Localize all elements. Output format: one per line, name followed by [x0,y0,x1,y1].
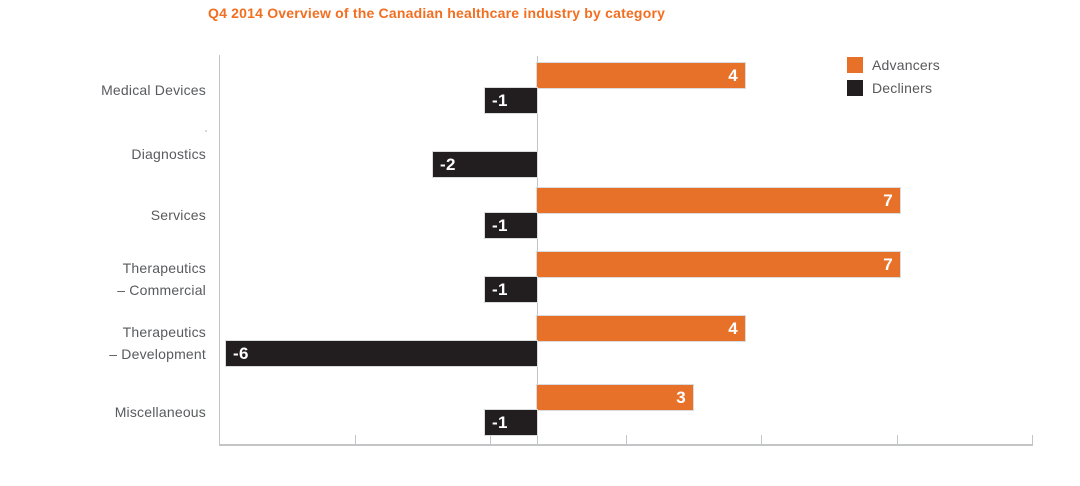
bar-value-label: -1 [492,91,508,110]
decliners-bar: -1 [485,88,537,113]
bar-value-label: -2 [440,155,456,174]
bar-value-label: -1 [492,216,508,235]
category-label: Medical Devices [101,82,206,98]
bar-value-label: 3 [676,388,686,407]
decliners-bar: -1 [485,410,537,435]
category-label: Miscellaneous [114,404,206,420]
decliners-bar: -1 [485,213,537,238]
bar-value-label: -1 [492,280,508,299]
bar-value-label: 4 [728,319,738,338]
axis-tick [1032,435,1033,444]
axis-tick [219,435,220,444]
zero-line [537,56,538,444]
advancers-bar: 3 [537,385,693,410]
bar-value-label: 7 [883,191,893,210]
advancers-bar: 7 [537,252,900,277]
advancers-swatch [847,57,863,73]
bar-value-label: 7 [883,255,893,274]
axis-tick [355,435,356,444]
decliners-bar: -6 [226,341,537,366]
advancers-bar: 7 [537,188,900,213]
decliners-swatch [847,80,863,96]
bar-value-label: -1 [492,413,508,432]
advancers-bar: 4 [537,63,745,88]
y-axis-line [219,55,220,444]
category-label: Services [150,207,206,223]
axis-tick [897,435,898,444]
category-label: Diagnostics [131,146,206,162]
legend-item-decliners: Decliners [847,80,940,96]
legend-label-advancers: Advancers [872,57,940,73]
stray-dot [205,130,207,132]
axis-tick [490,435,491,444]
legend-label-decliners: Decliners [872,80,933,96]
decliners-bar: -1 [485,277,537,302]
legend: Advancers Decliners [847,57,940,103]
category-label: Therapeutics – Commercial [117,260,206,298]
chart-title: Q4 2014 Overview of the Canadian healthc… [208,5,666,21]
category-label: Therapeutics – Development [109,324,206,362]
legend-item-advancers: Advancers [847,57,940,73]
bar-value-label: -6 [233,344,249,363]
decliners-bar: -2 [433,152,537,177]
bar-value-label: 4 [728,66,738,85]
axis-tick [626,435,627,444]
advancers-bar: 4 [537,316,745,341]
x-axis-line [219,444,1033,446]
axis-tick [761,435,762,444]
